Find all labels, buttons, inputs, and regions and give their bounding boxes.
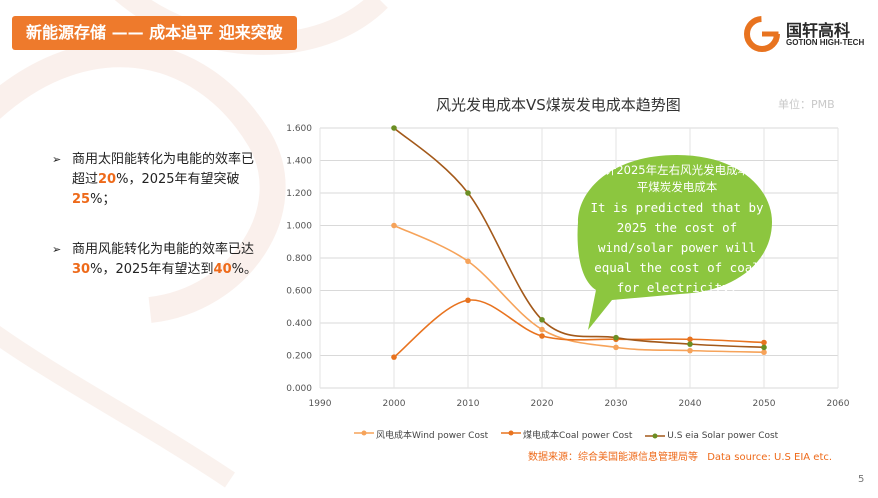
bullet-text: 商用太阳能转化为电能的效率已超过 <box>72 152 255 187</box>
y-tick-label: 0.000 <box>286 384 312 394</box>
y-tick-label: 0.600 <box>286 287 312 297</box>
bullet-text: %； <box>90 192 116 207</box>
page-number: 5 <box>858 474 865 485</box>
x-tick-label: 2050 <box>753 399 776 409</box>
data-point <box>687 336 693 343</box>
bullet-list: ➢ 商用太阳能转化为电能的效率已超过20%，2025年有望突破 25%； ➢ 商用… <box>52 150 262 310</box>
bullet-highlight: 25 <box>72 192 91 207</box>
chart-ticks: 0.000 0.200 0.400 0.600 0.800 1.000 1.200 1.400… <box>286 124 849 409</box>
data-point <box>687 347 693 354</box>
data-point <box>391 125 397 131</box>
bullet-text: %，2025年有望达到 <box>90 262 214 277</box>
data-source: 数据来源：综合美国能源信息管理局等 Data source: U.S EIA e… <box>528 448 832 463</box>
chart-title: 风光发电成本VS煤炭发电成本趋势图 <box>436 96 681 114</box>
callout-cn: 预计2025年左右风光发电成本追平煤炭发电成本 <box>593 163 761 194</box>
data-point <box>539 333 545 339</box>
x-tick-label: 1990 <box>309 399 332 409</box>
data-point <box>613 334 619 341</box>
bullet-highlight: 20 <box>98 172 117 187</box>
bullet-arrow-icon: ➢ <box>52 153 62 166</box>
company-logo: 国轩高科 GOTION HIGH-TECH <box>742 14 868 54</box>
legend-item-wind: 风电成本Wind power Cost <box>354 428 488 441</box>
bullet-highlight: 40 <box>213 262 232 277</box>
data-point <box>761 339 767 346</box>
logo-text-cn: 国轩高科 <box>786 23 851 40</box>
data-point <box>465 190 471 196</box>
x-tick-label: 2000 <box>383 399 406 409</box>
logo-text-en: GOTION HIGH-TECH <box>786 38 865 47</box>
y-tick-label: 0.400 <box>286 319 312 329</box>
bullet-arrow-icon: ➢ <box>52 243 62 256</box>
y-tick-label: 1.200 <box>286 189 312 199</box>
x-tick-label: 2020 <box>531 399 554 409</box>
callout-bubble-shape <box>577 155 772 330</box>
y-tick-label: 1.400 <box>286 157 312 167</box>
x-tick-label: 2010 <box>457 399 480 409</box>
callout-text: 预计2025年左右风光发电成本追平煤炭发电成本 It is predicted … <box>588 162 766 298</box>
legend-label-coal: 煤电成本Coal power Cost <box>523 431 633 441</box>
chart-legend: 风电成本Wind power Cost 煤电成本Coal power Cost … <box>354 428 788 441</box>
bullet-text: %，2025年有望突破 <box>116 172 240 187</box>
data-point <box>613 344 619 351</box>
bullet-wind-efficiency: ➢ 商用风能转化为电能的效率已达 30%，2025年有望达到40%。 <box>52 240 262 280</box>
legend-marker-solar-icon <box>645 433 666 439</box>
unit-label: 单位：PMB <box>778 98 835 111</box>
data-point <box>391 222 397 229</box>
data-point <box>539 326 545 333</box>
x-tick-label: 2030 <box>605 399 628 409</box>
legend-marker-wind-icon <box>354 430 374 436</box>
chart-series <box>391 125 767 360</box>
y-tick-label: 0.200 <box>286 352 312 362</box>
callout-en: It is predicted that by 2025 the cost of… <box>590 200 764 295</box>
data-point <box>687 341 693 347</box>
y-tick-label: 0.800 <box>286 254 312 264</box>
callout-bubble <box>577 155 772 330</box>
legend-item-coal: 煤电成本Coal power Cost <box>501 428 632 441</box>
bullet-text: %。 <box>231 262 257 277</box>
legend-label-solar: U.S eia Solar power Cost <box>667 431 779 441</box>
legend-marker-coal-icon <box>501 430 522 436</box>
x-tick-label: 2040 <box>679 399 702 409</box>
legend-item-solar: U.S eia Solar power Cost <box>645 431 778 441</box>
bullet-highlight: 30 <box>72 262 91 277</box>
x-tick-label: 2060 <box>827 399 850 409</box>
bullet-solar-efficiency: ➢ 商用太阳能转化为电能的效率已超过20%，2025年有望突破 25%； <box>52 150 262 210</box>
data-source-cn: 数据来源：综合美国能源信息管理局等 <box>528 452 698 463</box>
bullet-text: 商用风能转化为电能的效率已达 <box>72 242 255 257</box>
data-point <box>539 316 545 323</box>
series-line-1 <box>393 299 765 358</box>
y-tick-label: 1.600 <box>286 124 312 134</box>
data-point <box>391 354 397 360</box>
data-point <box>761 349 767 356</box>
gotion-logo-icon <box>744 16 780 52</box>
data-point <box>465 258 471 265</box>
data-source-en: Data source: U.S EIA etc. <box>707 452 833 463</box>
slide-title: 新能源存储 —— 成本追平 迎来突破 <box>12 16 297 50</box>
data-point <box>465 297 471 304</box>
data-point <box>761 344 767 351</box>
legend-label-wind: 风电成本Wind power Cost <box>376 431 489 441</box>
y-tick-label: 1.000 <box>286 222 312 232</box>
